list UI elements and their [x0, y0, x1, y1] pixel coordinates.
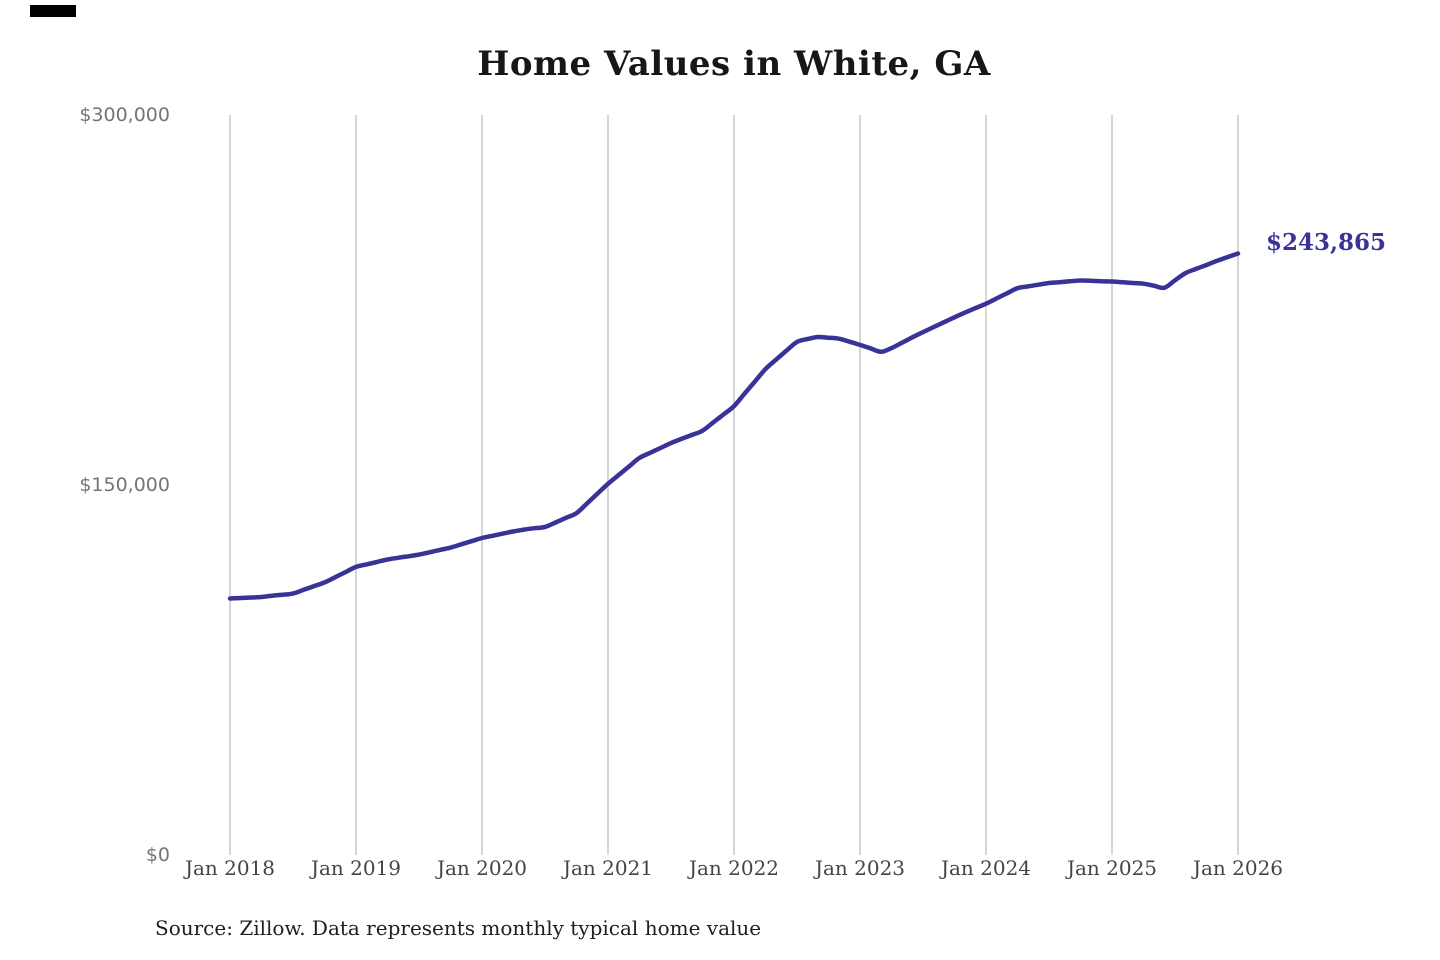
x-tick-label: Jan 2021: [562, 856, 654, 880]
x-tick-label: Jan 2019: [310, 856, 402, 880]
x-tick-label: Jan 2023: [814, 856, 906, 880]
x-tick-label: Jan 2025: [1066, 856, 1158, 880]
x-tick-label: Jan 2026: [1192, 856, 1284, 880]
value-line: [227, 251, 1241, 601]
source-note: Source: Zillow. Data represents monthly …: [155, 916, 762, 940]
y-tick-label: $150,000: [79, 474, 170, 496]
y-tick-label: $300,000: [79, 104, 170, 126]
latest-value-label: $243,865: [1266, 229, 1387, 256]
x-tick-label: Jan 2020: [436, 856, 528, 880]
x-tick-label: Jan 2018: [184, 856, 276, 880]
chart-title: Home Values in White, GA: [477, 44, 991, 84]
x-tick-label: Jan 2024: [940, 856, 1032, 880]
gridlines: [229, 115, 1239, 855]
y-tick-label: $0: [145, 844, 170, 866]
decorative-corner-mark: [30, 5, 76, 17]
x-tick-label: Jan 2022: [688, 856, 780, 880]
